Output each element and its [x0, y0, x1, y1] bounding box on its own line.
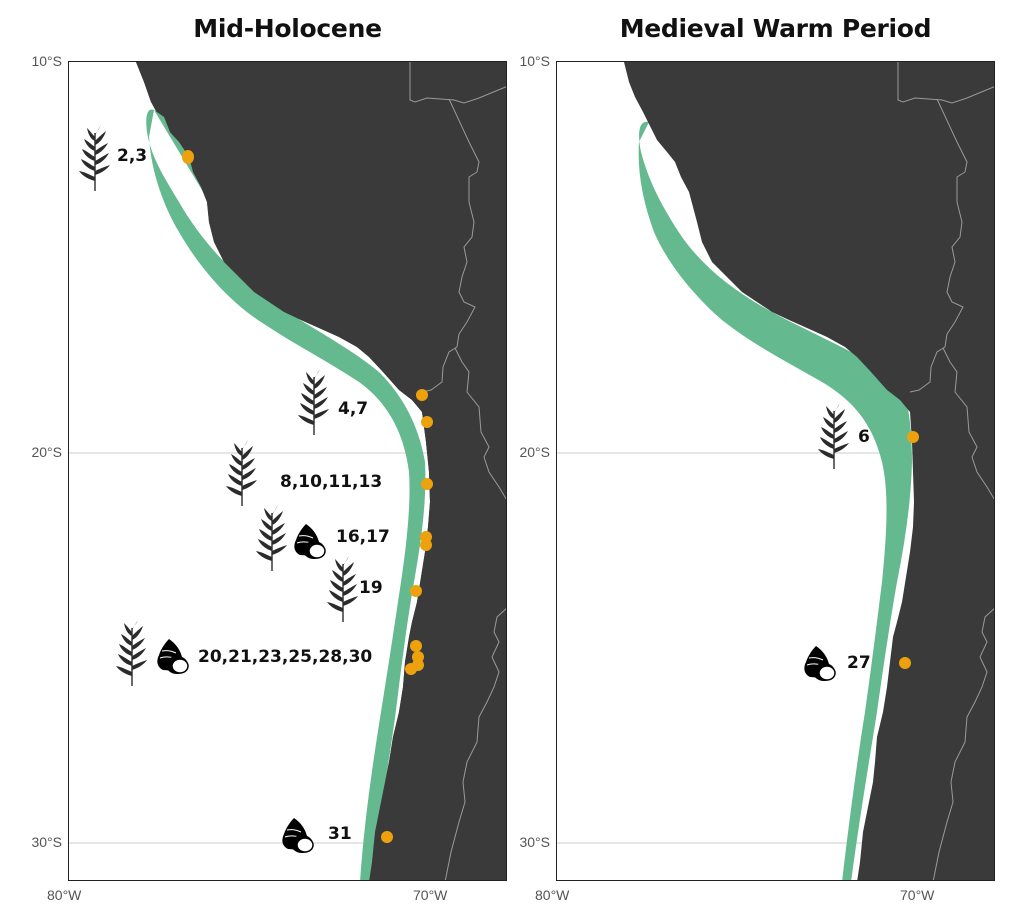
y-tick-20s-left: 20°S [31, 444, 62, 460]
x-tick-70w-left: 70°W [413, 887, 448, 903]
land-overlay [136, 62, 506, 880]
panel-title-medieval-warm-period: Medieval Warm Period [619, 14, 932, 43]
y-tick-20s-right: 20°S [519, 444, 550, 460]
kelp-icon [297, 369, 330, 436]
country-border [932, 608, 994, 880]
land-mass [624, 62, 994, 880]
site-markers [182, 150, 433, 843]
kelp-icon [255, 505, 288, 572]
x-tick-80w-left: 80°W [47, 887, 82, 903]
map-panel-medieval-warm-period [556, 61, 995, 881]
country-border [454, 347, 506, 500]
kelp-icon [78, 125, 111, 192]
site-marker[interactable] [420, 539, 432, 551]
site-marker[interactable] [416, 389, 428, 401]
site-label: 20,21,23,25,28,30 [198, 647, 373, 667]
x-tick-70w-right: 70°W [900, 887, 935, 903]
site-marker[interactable] [907, 431, 919, 443]
snail-icon [293, 523, 326, 560]
site-marker[interactable] [381, 831, 393, 843]
country-border [444, 608, 506, 880]
snail-icon [281, 817, 314, 854]
y-tick-10s-left: 10°S [31, 53, 62, 69]
country-border [409, 62, 506, 104]
y-tick-10s-right: 10°S [519, 53, 550, 69]
site-marker[interactable] [182, 150, 194, 164]
site-label: 8,10,11,13 [280, 472, 383, 492]
site-marker[interactable] [421, 416, 433, 428]
country-border [897, 62, 994, 104]
country-border [421, 98, 480, 393]
snail-icon [156, 638, 189, 675]
site-marker[interactable] [421, 478, 433, 490]
site-label: 19 [359, 578, 383, 598]
site-label: 31 [328, 824, 352, 844]
kelp-icon [225, 440, 258, 507]
site-label: 4,7 [338, 399, 369, 419]
site-marker[interactable] [410, 640, 422, 652]
site-marker[interactable] [405, 663, 417, 675]
x-tick-80w-right: 80°W [535, 887, 570, 903]
country-border [909, 98, 968, 393]
site-label: 16,17 [336, 527, 390, 547]
kelp-icon [115, 620, 148, 687]
y-tick-30s-left: 30°S [31, 834, 62, 850]
snail-icon [803, 645, 836, 682]
kelp-icon [817, 403, 850, 470]
site-label: 27 [847, 653, 871, 673]
kelp-icon [326, 556, 359, 623]
y-tick-30s-right: 30°S [519, 834, 550, 850]
map-panel-mid-holocene [68, 61, 507, 881]
site-marker[interactable] [899, 657, 911, 669]
map-mid-holocene [69, 62, 506, 880]
country-border [942, 347, 994, 500]
site-label: 6 [858, 427, 870, 447]
panel-title-mid-holocene: Mid-Holocene [193, 14, 382, 43]
site-label: 2,3 [117, 146, 148, 166]
map-medieval-warm-period [557, 62, 994, 880]
site-markers [899, 431, 919, 669]
site-marker[interactable] [410, 585, 422, 597]
